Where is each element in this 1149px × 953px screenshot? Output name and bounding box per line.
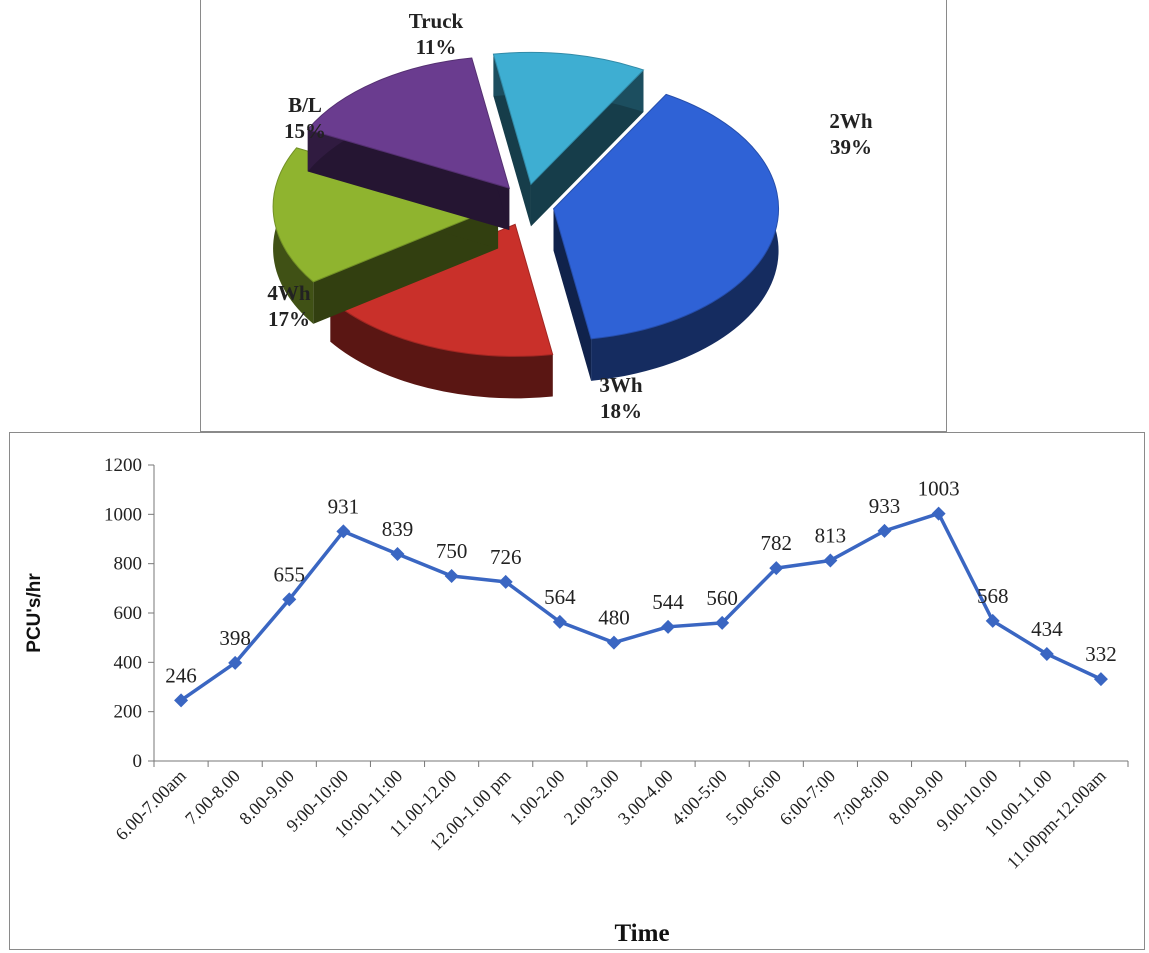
data-point bbox=[661, 619, 676, 634]
line-chart: 0 200 400 600 800 1000 1200 6.00-7.00am7.00-8.0… bbox=[24, 455, 1129, 947]
data-label: 434 bbox=[1031, 617, 1063, 641]
data-label: 782 bbox=[761, 531, 793, 555]
pie-percent-3wh: 18% bbox=[600, 399, 642, 423]
data-label: 931 bbox=[328, 494, 360, 518]
x-tick-label: 1.00-2.00 bbox=[506, 766, 569, 829]
pie-label-b-l: B/L bbox=[288, 93, 322, 117]
y-tick-label: 200 bbox=[114, 702, 143, 723]
y-tick-label: 1200 bbox=[104, 455, 142, 476]
x-tick-label: 5.00-6:00 bbox=[722, 766, 785, 829]
y-tick-label: 1000 bbox=[104, 504, 142, 525]
data-point bbox=[1093, 672, 1108, 687]
line-chart-panel: 0 200 400 600 800 1000 1200 6.00-7.00am 7.00-8.0… bbox=[9, 432, 1145, 950]
data-label: 332 bbox=[1085, 642, 1117, 666]
pie-slice-truck bbox=[492, 51, 645, 227]
data-label: 568 bbox=[977, 584, 1009, 608]
data-label: 398 bbox=[219, 626, 251, 650]
data-point bbox=[1039, 646, 1054, 661]
pie-percent-b-l: 15% bbox=[284, 119, 326, 143]
data-point bbox=[390, 547, 405, 562]
data-label: 726 bbox=[490, 545, 522, 569]
data-label: 839 bbox=[382, 517, 414, 541]
data-point bbox=[877, 523, 892, 538]
x-tick-label: 3.00-4.00 bbox=[614, 766, 677, 829]
data-label: 813 bbox=[815, 523, 847, 547]
data-point bbox=[498, 574, 513, 589]
data-point bbox=[552, 614, 567, 629]
data-label: 480 bbox=[598, 606, 630, 630]
data-label: 933 bbox=[869, 494, 901, 518]
series-line bbox=[180, 511, 1102, 702]
data-label: 1003 bbox=[918, 477, 960, 501]
pie-label-2wh: 2Wh bbox=[829, 109, 873, 133]
data-label: 655 bbox=[274, 562, 306, 586]
x-tick-label: 6.00-7.00am bbox=[111, 766, 189, 844]
data-point bbox=[606, 635, 621, 650]
y-tick-label: 0 bbox=[133, 751, 143, 772]
data-label: 246 bbox=[165, 663, 197, 687]
x-tick-label: 7:00-8:00 bbox=[830, 766, 894, 830]
data-label: 544 bbox=[652, 590, 684, 614]
y-tick-label: 400 bbox=[114, 652, 143, 673]
data-point bbox=[769, 561, 784, 576]
data-point bbox=[174, 693, 189, 708]
y-tick-label: 800 bbox=[114, 554, 143, 575]
pie-percent-2wh: 39% bbox=[830, 135, 872, 159]
pie-label-truck: Truck bbox=[409, 9, 464, 33]
data-point bbox=[931, 506, 946, 521]
pie-percent-truck: 11% bbox=[416, 35, 457, 59]
pie-percent-4wh: 17% bbox=[268, 307, 310, 331]
pie-slice-b-l bbox=[306, 57, 511, 231]
data-point bbox=[282, 592, 297, 607]
data-label: 564 bbox=[544, 585, 576, 609]
data-point bbox=[228, 655, 243, 670]
data-point bbox=[715, 615, 730, 630]
data-point bbox=[985, 613, 1000, 628]
x-tick-label: 2.00-3.00 bbox=[560, 766, 623, 829]
y-axis-title: PCU's/hr bbox=[24, 573, 45, 653]
x-tick-label: 6:00-7:00 bbox=[776, 766, 840, 830]
x-tick-label: 7.00-8.00 bbox=[181, 766, 244, 829]
pie-label-4wh: 4Wh bbox=[267, 281, 311, 305]
pie-slice-2wh bbox=[552, 93, 780, 381]
y-tick-label: 600 bbox=[114, 603, 143, 624]
pie-label-3wh: 3Wh bbox=[599, 373, 643, 397]
x-tick-label: 11.00pm-12.00am bbox=[1003, 766, 1110, 873]
data-point bbox=[336, 524, 351, 539]
data-label: 750 bbox=[436, 539, 468, 563]
x-axis-title: Time bbox=[614, 920, 669, 947]
data-point bbox=[444, 569, 459, 583]
data-point bbox=[823, 553, 838, 568]
data-label: 560 bbox=[706, 586, 738, 610]
pie-chart-panel: 2Wh 39% 3Wh 18% 4Wh 17% B/L 15% Truck 11% bbox=[200, 0, 947, 432]
x-tick-label: 4:00-5:00 bbox=[667, 766, 731, 830]
